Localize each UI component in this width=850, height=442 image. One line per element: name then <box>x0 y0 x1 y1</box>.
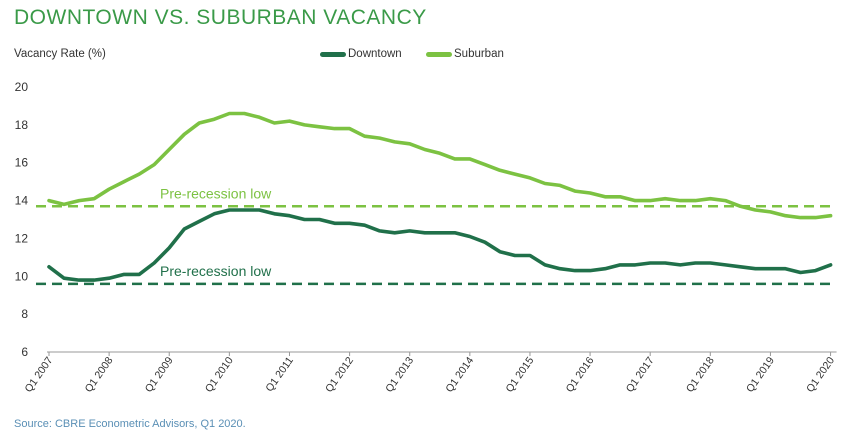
x-tick-label: Q1 2013 <box>383 355 416 395</box>
y-tick-label: 12 <box>15 231 29 245</box>
y-tick-label: 18 <box>15 118 29 132</box>
x-tick-label: Q1 2014 <box>443 355 476 395</box>
x-tick-label: Q1 2019 <box>744 355 777 395</box>
legend-label-suburban: Suburban <box>454 48 504 60</box>
legend-item-downtown: Downtown <box>320 48 402 60</box>
x-tick-label: Q1 2017 <box>624 355 657 395</box>
y-tick-label: 20 <box>15 80 29 94</box>
x-tick-label: Q1 2015 <box>503 355 536 395</box>
x-tick-label: Q1 2007 <box>23 355 56 395</box>
series-line-suburban <box>47 111 833 220</box>
x-tick-label: Q1 2010 <box>203 355 236 395</box>
x-tick-label: Q1 2016 <box>564 355 597 395</box>
x-tick-label: Q1 2012 <box>323 355 356 395</box>
y-tick-label: 6 <box>21 345 28 359</box>
series-line-downtown <box>47 208 833 282</box>
x-tick-label: Q1 2009 <box>143 355 176 395</box>
x-tick-label: Q1 2011 <box>263 355 296 394</box>
x-tick-label: Q1 2008 <box>83 355 116 395</box>
x-tick-label: Q1 2020 <box>804 355 837 395</box>
source-note: Source: CBRE Econometric Advisors, Q1 20… <box>14 418 246 430</box>
x-tick-label: Q1 2018 <box>684 355 717 395</box>
reference-line-label: Pre-recession low <box>160 263 272 279</box>
legend-swatch-downtown <box>320 51 346 57</box>
chart-title: DOWNTOWN VS. SUBURBAN VACANCY <box>14 6 427 29</box>
legend-swatch-suburban <box>426 51 452 57</box>
y-tick-label: 8 <box>21 307 28 321</box>
y-tick-label: 16 <box>15 156 29 170</box>
legend-label-downtown: Downtown <box>348 48 402 60</box>
y-tick-label: 14 <box>15 194 29 208</box>
y-axis-label: Vacancy Rate (%) <box>14 48 106 60</box>
legend-item-suburban: Suburban <box>426 48 504 60</box>
reference-line-label: Pre-recession low <box>160 185 272 201</box>
y-tick-label: 10 <box>15 269 29 283</box>
